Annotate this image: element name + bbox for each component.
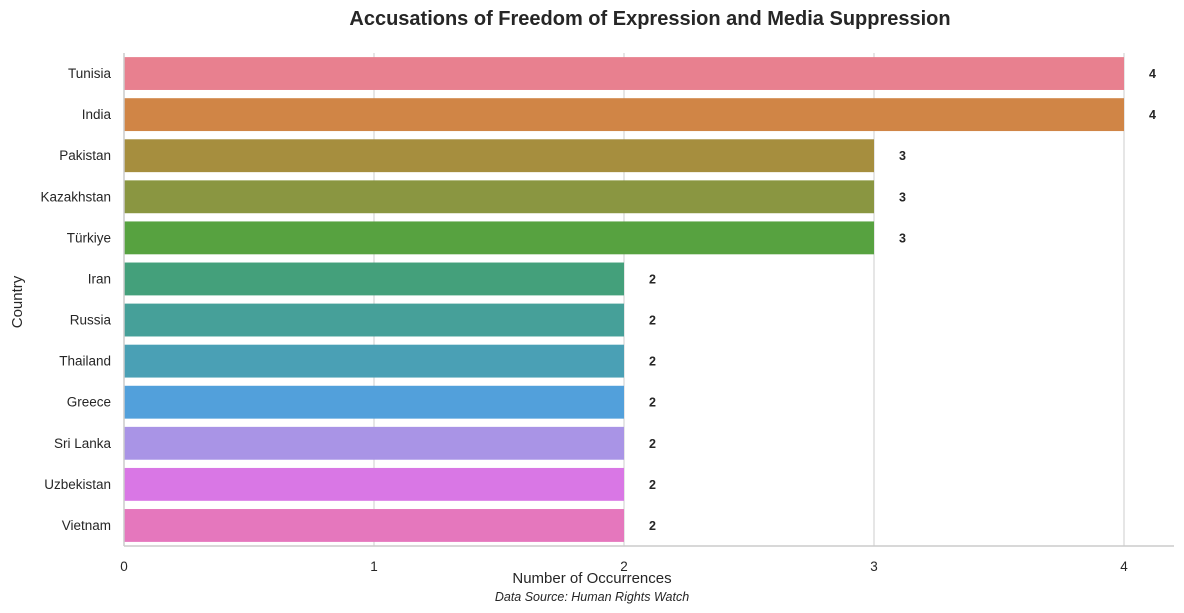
- bar-value-label: 4: [1149, 67, 1156, 81]
- y-tick-label: Vietnam: [62, 518, 111, 533]
- bar-kazakhstan: [124, 180, 874, 214]
- x-tick-label: 2: [620, 559, 628, 574]
- x-tick-label: 0: [120, 559, 128, 574]
- bar-tunisia: [124, 57, 1124, 90]
- y-tick-label: Tunisia: [68, 66, 112, 81]
- y-tick-label: Sri Lanka: [54, 436, 112, 451]
- bar-uzbekistan: [124, 467, 624, 501]
- data-labels: 4 4 3 3 3 2 2 2 2 2 2 2: [649, 67, 1156, 533]
- bar-iran: [124, 262, 624, 296]
- x-tick-label: 4: [1120, 559, 1128, 574]
- bar-value-label: 2: [649, 396, 656, 410]
- bar-value-label: 3: [899, 149, 906, 163]
- bars: [124, 57, 1124, 542]
- bar-value-label: 4: [1149, 108, 1156, 122]
- chart-title: Accusations of Freedom of Expression and…: [349, 8, 950, 30]
- y-tick-label: India: [82, 107, 112, 122]
- y-tick-label: Uzbekistan: [44, 477, 111, 492]
- y-tick-label: Türkiye: [67, 230, 111, 245]
- y-axis-label: Country: [9, 275, 26, 328]
- bar-value-label: 2: [649, 314, 656, 328]
- axes: 0 1 2 3 4 Tunisia India Pakistan Kazakhstan Türki…: [40, 53, 1174, 574]
- bar-value-label: 3: [899, 231, 906, 245]
- bar-value-label: 2: [649, 519, 656, 533]
- x-tick-label: 3: [870, 559, 878, 574]
- bar-greece: [124, 385, 624, 419]
- bar-sri-lanka: [124, 426, 624, 460]
- bar-russia: [124, 303, 624, 337]
- y-tick-label: Russia: [70, 313, 112, 328]
- bar-value-label: 2: [649, 478, 656, 492]
- y-tick-label: Kazakhstan: [40, 189, 111, 204]
- y-tick-label: Pakistan: [59, 148, 111, 163]
- source-note: Data Source: Human Rights Watch: [495, 590, 689, 604]
- bar-value-label: 2: [649, 437, 656, 451]
- bar-value-label: 3: [899, 190, 906, 204]
- bar-vietnam: [124, 509, 624, 542]
- x-axis-label: Number of Occurrences: [512, 570, 671, 587]
- y-tick-label: Thailand: [59, 354, 111, 369]
- bar-thailand: [124, 344, 624, 378]
- y-tick-label: Iran: [88, 271, 111, 286]
- bar-t-rkiye: [124, 221, 874, 255]
- bar-pakistan: [124, 139, 874, 173]
- bar-value-label: 2: [649, 272, 656, 286]
- x-tick-label: 1: [370, 559, 378, 574]
- bar-india: [124, 98, 1124, 132]
- y-tick-label: Greece: [67, 395, 111, 410]
- bar-value-label: 2: [649, 355, 656, 369]
